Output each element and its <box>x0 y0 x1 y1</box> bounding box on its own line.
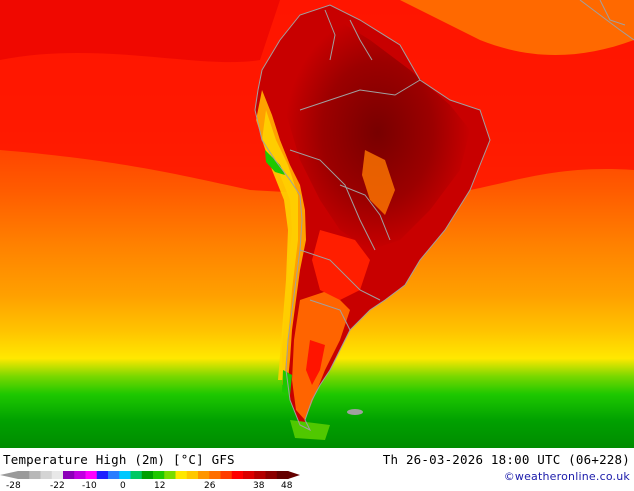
legend-color-swatch <box>108 471 120 479</box>
legend-color-swatch <box>153 471 165 479</box>
legend-color-swatch <box>141 471 154 479</box>
legend-tick-label: 26 <box>204 481 216 491</box>
legend-arrow-high <box>288 471 300 479</box>
legend-color-swatch <box>175 471 188 479</box>
legend-arrow-low <box>0 471 18 479</box>
legend-color-swatch <box>186 471 199 479</box>
legend-tick-label: 48 <box>281 481 293 491</box>
legend-color-swatch <box>220 471 233 479</box>
legend-color-swatch <box>18 471 30 479</box>
chaco-hot-area <box>312 230 370 300</box>
legend-color-swatch <box>85 471 98 479</box>
legend-color-swatch <box>265 471 278 479</box>
temperature-map <box>0 0 634 448</box>
andes-green-patch <box>265 150 285 175</box>
credit-link[interactable]: ©weatheronline.co.uk <box>503 470 630 483</box>
legend-tick-label: 0 <box>120 481 126 491</box>
legend-color-swatch <box>51 471 64 479</box>
legend-color-swatch <box>130 471 143 479</box>
legend-color-swatch <box>63 471 75 479</box>
legend-tick-label: 38 <box>253 481 265 491</box>
andes-yellow-strip <box>262 110 298 380</box>
legend-color-swatch <box>74 471 86 479</box>
legend-color-swatch <box>209 471 221 479</box>
country-borders <box>254 0 634 432</box>
tropical-hot-zone <box>0 0 280 63</box>
amazon-hot-core <box>285 15 470 250</box>
legend-tick-label: -22 <box>50 481 65 491</box>
legend-color-swatch <box>40 471 53 479</box>
color-legend-bar <box>0 471 300 479</box>
legend-tick-label: -28 <box>6 481 21 491</box>
atlantic-warm-tongue <box>400 0 634 55</box>
legend-tick-label: -10 <box>82 481 97 491</box>
legend-color-swatch <box>96 471 109 479</box>
legend-color-swatch <box>198 471 210 479</box>
brazil-highlands-cool <box>362 150 395 215</box>
legend-tick-label: 12 <box>154 481 166 491</box>
legend-color-swatch <box>254 471 266 479</box>
legend-color-swatch <box>231 471 244 479</box>
legend-color-swatch <box>276 471 289 479</box>
map-title: Temperature High (2m) [°C] GFS <box>3 452 235 467</box>
falkland-islands <box>347 409 363 415</box>
legend-color-swatch <box>119 471 131 479</box>
andes-green-patch-south <box>282 370 292 395</box>
forecast-datetime: Th 26-03-2026 18:00 UTC (06+228) <box>382 452 630 467</box>
andes-cool-strip <box>256 90 306 385</box>
legend-color-swatch <box>164 471 176 479</box>
patagonia-hot <box>306 340 325 385</box>
legend-color-swatch <box>243 471 255 479</box>
legend-color-swatch <box>29 471 41 479</box>
map-footer: Temperature High (2m) [°C] GFS Th 26-03-… <box>0 448 634 490</box>
